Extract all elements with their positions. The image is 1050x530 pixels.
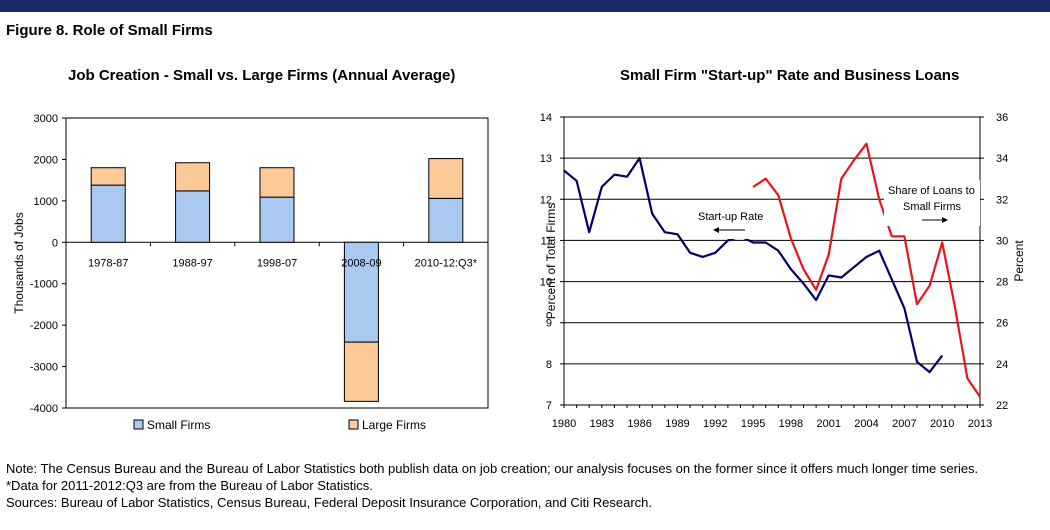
note-sources: Sources: Bureau of Labor Statistics, Cen…	[6, 495, 653, 510]
legend-label-small-firms: Small Firms	[147, 418, 210, 432]
line-plot-frame	[563, 116, 981, 406]
bar-plot-frame	[65, 117, 489, 409]
line-x-tick-label: 2010	[930, 418, 954, 430]
line-right-tick-label: 22	[996, 400, 1008, 412]
line-left-tick-label: 12	[540, 194, 552, 206]
line-x-tick-label: 2004	[854, 418, 878, 430]
line-right-tick-label: 34	[996, 153, 1008, 165]
line-x-tick-label: 1986	[627, 418, 651, 430]
line-x-tick-label: 1980	[552, 418, 576, 430]
startup-rate-line-chart: 7 8 9 10 11 12 13 14 22 24 26 28 30 32 34 36 1980 1983 198…	[540, 112, 1026, 430]
bar-y-tick-label: 3000	[34, 113, 58, 125]
line-left-tick-label: 14	[540, 112, 552, 124]
annotation-startup-bg	[692, 207, 770, 239]
bar-y-tick-label: -3000	[30, 362, 58, 374]
legend-swatch-large-firms	[348, 419, 359, 430]
line-left-axis-label: Percent of Total Firms	[544, 203, 558, 319]
bar-small-firms	[428, 197, 464, 243]
annotation-startup-arrowhead	[713, 227, 719, 233]
line-left-tick-label: 10	[540, 277, 552, 289]
line-x-tick-label: 1992	[703, 418, 727, 430]
loans-share-line	[752, 142, 981, 398]
bar-y-axis-label: Thousands of Jobs	[12, 212, 26, 313]
line-left-tick-label: 8	[546, 359, 552, 371]
line-x-tick-label: 2013	[968, 418, 992, 430]
line-x-tick-label: 1998	[779, 418, 803, 430]
bar-large-firms	[428, 158, 464, 199]
legend-label-large-firms: Large Firms	[362, 418, 426, 432]
line-left-tick-label: 9	[546, 318, 552, 330]
line-right-tick-label: 36	[996, 112, 1008, 124]
bar-chart-title: Job Creation - Small vs. Large Firms (An…	[68, 67, 456, 84]
annotation-loans-arrowhead	[942, 217, 948, 223]
bar-small-firms	[343, 241, 379, 343]
bar-small-firms	[259, 196, 295, 243]
startup-rate-line	[563, 157, 944, 374]
annotation-loans-label-line2: Small Firms	[903, 201, 962, 213]
line-left-tick-label: 7	[546, 400, 552, 412]
line-right-tick-label: 30	[996, 235, 1008, 247]
line-x-tick-label: 1995	[741, 418, 765, 430]
line-x-tick-label: 2007	[892, 418, 916, 430]
bar-large-firms	[90, 167, 126, 186]
note-census: Note: The Census Bureau and the Bureau o…	[6, 461, 979, 476]
bar-y-tick-label: 1000	[34, 196, 58, 208]
bar-small-firms	[90, 184, 126, 243]
annotation-startup-label: Start-up Rate	[698, 211, 763, 223]
bar-large-firms	[175, 162, 211, 192]
job-creation-bar-chart: 3000 2000 1000 0 -1000 -2000 -3000 -4000 1978-87…	[12, 113, 489, 432]
notes: Note: The Census Bureau and the Bureau o…	[6, 460, 978, 511]
bar-large-firms	[343, 341, 379, 402]
bar-y-tick-label: -2000	[30, 320, 58, 332]
bar-x-tick-label: 1978-87	[88, 257, 128, 269]
line-x-tick-label: 1983	[590, 418, 614, 430]
bar-y-tick-label: 2000	[34, 154, 58, 166]
line-left-tick-label: 11	[541, 235, 552, 247]
line-chart-title: Small Firm "Start-up" Rate and Business …	[620, 67, 960, 84]
line-left-tick-label: 13	[540, 153, 552, 165]
line-x-tick-label: 2001	[816, 418, 840, 430]
line-right-tick-label: 28	[996, 277, 1008, 289]
annotation-loans-bg	[884, 180, 980, 226]
bar-large-firms	[259, 167, 295, 198]
line-right-axis-label: Percent	[1012, 240, 1026, 282]
header-rule	[0, 0, 1050, 12]
bar-x-tick-label: 2010-12:Q3*	[415, 257, 478, 269]
line-right-tick-label: 32	[996, 194, 1008, 206]
note-bls: *Data for 2011-2012:Q3 are from the Bure…	[6, 478, 373, 493]
bar-y-tick-label: -1000	[30, 279, 58, 291]
annotation-loans-label-line1: Share of Loans to	[888, 185, 975, 197]
line-right-tick-label: 26	[996, 318, 1008, 330]
bar-x-tick-label: 1988-97	[172, 257, 212, 269]
bar-x-tick-label: 1998-07	[257, 257, 297, 269]
bar-y-tick-label: -4000	[30, 403, 58, 415]
legend-swatch-small-firms	[133, 419, 144, 430]
bar-y-tick-label: 0	[52, 237, 58, 249]
line-x-tick-label: 1989	[665, 418, 689, 430]
line-right-tick-label: 24	[996, 359, 1008, 371]
bar-small-firms	[175, 190, 211, 243]
bar-x-tick-label: 2008-09	[341, 257, 381, 269]
figure-title: Figure 8. Role of Small Firms	[6, 22, 213, 39]
